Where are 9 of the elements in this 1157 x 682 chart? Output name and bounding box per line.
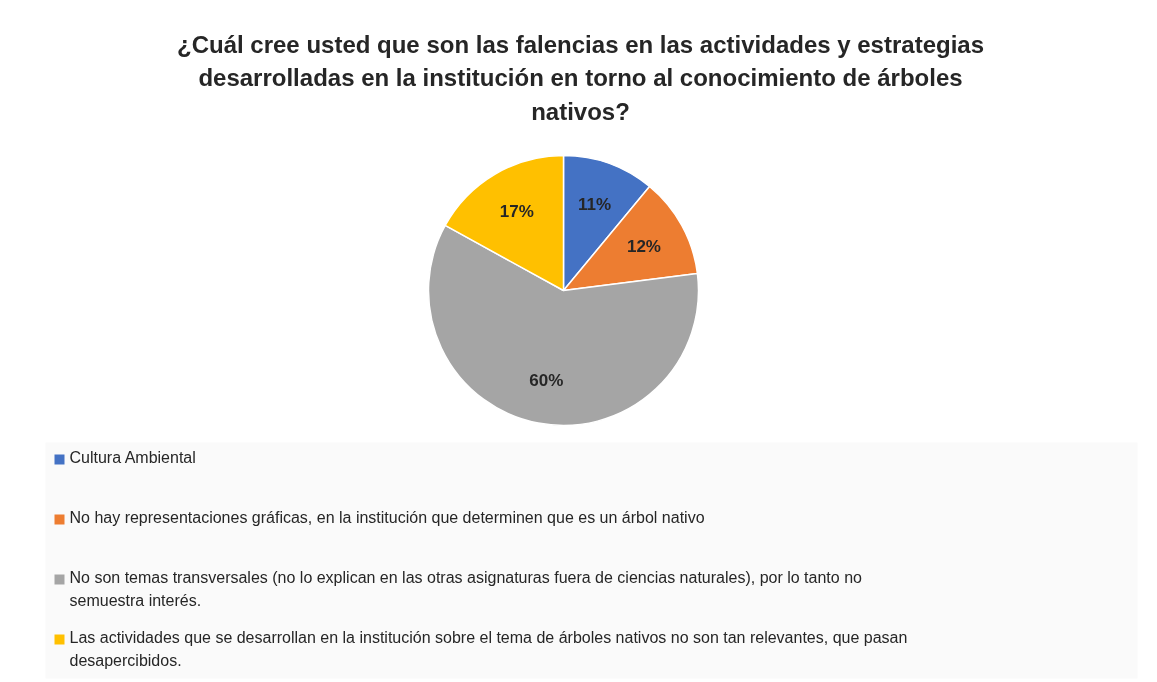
data-label: 11% bbox=[578, 194, 612, 214]
data-label: 60% bbox=[529, 371, 564, 391]
legend-label: Las actividades que se desarrollan en la institución sobre el tema de árboles nativos no son tan relevantes, que pasan desapercibidos. bbox=[69, 628, 908, 670]
legend-label: Cultura Ambiental bbox=[69, 448, 196, 466]
legend-label: No hay representaciones gráficas, en la institución que determinen que es un árbol nativo bbox=[69, 508, 705, 526]
chart-title: ¿Cuál cree usted que son las falencias en las actividades y estrategias desarrolladas en la institución en torno al conocimiento de árboles nativos? bbox=[176, 30, 985, 125]
legend-label: No son temas transversales (no lo explican en las otras asignaturas fuera de ciencias naturales), por lo tanto no semuestra interés. bbox=[69, 568, 863, 610]
data-label: 17% bbox=[499, 201, 534, 221]
data-label: 12% bbox=[626, 236, 661, 256]
